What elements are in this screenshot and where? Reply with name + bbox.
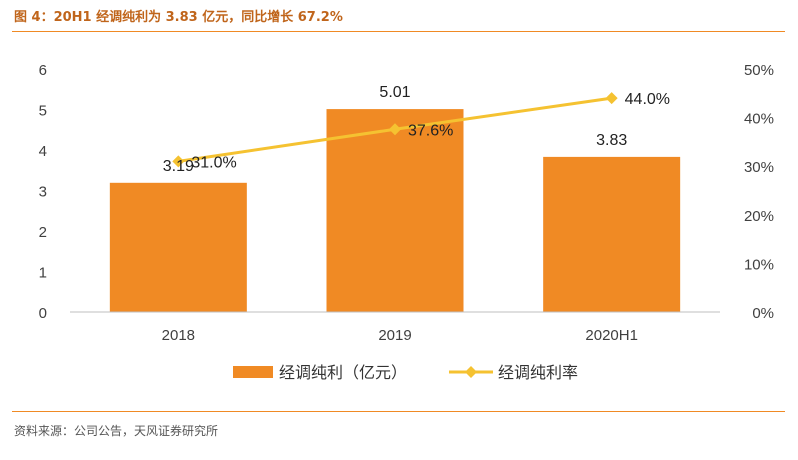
line-marker <box>172 155 185 168</box>
top-rule <box>12 31 785 32</box>
x-tick-label: 2019 <box>378 327 411 344</box>
legend-line-marker <box>465 366 477 378</box>
y-left-tick: 6 <box>39 62 47 79</box>
legend-bar-label: 经调纯利（亿元） <box>279 363 407 382</box>
line-marker <box>389 123 401 136</box>
bar <box>326 109 464 312</box>
y-right-tick: 50% <box>744 62 774 79</box>
bar <box>109 182 247 312</box>
bar-value-label: 3.19 <box>163 158 194 175</box>
y-left-tick: 4 <box>39 143 47 160</box>
legend-line-label: 经调纯利率 <box>498 363 578 382</box>
y-left-tick: 2 <box>39 224 47 241</box>
y-left-tick: 3 <box>39 184 47 201</box>
line-series <box>172 92 618 168</box>
y-left-tick: 5 <box>39 103 47 120</box>
x-tick-label: 2020H1 <box>585 327 638 344</box>
legend: 经调纯利（亿元） 经调纯利率 <box>233 363 578 382</box>
chart-title: 图 4：20H1 经调纯利为 3.83 亿元，同比增长 67.2% <box>14 10 343 25</box>
bar <box>543 156 681 312</box>
line-value-label: 31.0% <box>191 154 236 171</box>
line-marker <box>605 92 618 105</box>
bar-value-label: 5.01 <box>379 84 410 101</box>
y-right-tick: 40% <box>744 111 774 128</box>
y-left-tick: 0 <box>39 305 47 322</box>
line-value-label: 37.6% <box>408 122 453 139</box>
right-axis: 0% 10% 20% 30% 40% 50% <box>744 62 774 322</box>
x-axis: 2018 2019 2020H1 <box>162 327 638 344</box>
source-note: 资料来源：公司公告，天风证券研究所 <box>14 424 219 438</box>
x-tick-label: 2018 <box>162 327 195 344</box>
y-right-tick: 20% <box>744 208 774 225</box>
bar-value-label: 3.83 <box>596 132 627 149</box>
y-right-tick: 10% <box>744 256 774 273</box>
line-value-label: 44.0% <box>625 91 670 108</box>
y-right-tick: 0% <box>752 305 774 322</box>
left-axis: 0 1 2 3 4 5 6 <box>39 62 47 322</box>
y-left-tick: 1 <box>39 265 47 282</box>
y-right-tick: 30% <box>744 159 774 176</box>
bottom-rule <box>12 411 785 412</box>
chart: 0 1 2 3 4 5 6 0% 10% 20% 30% 40% 50% 2018 2019 2020H1… <box>39 62 774 382</box>
legend-bar-swatch <box>233 366 273 378</box>
data-labels: 3.19 5.01 3.83 31.0% 37.6% 44.0% <box>163 84 670 175</box>
bar-series <box>109 109 681 312</box>
